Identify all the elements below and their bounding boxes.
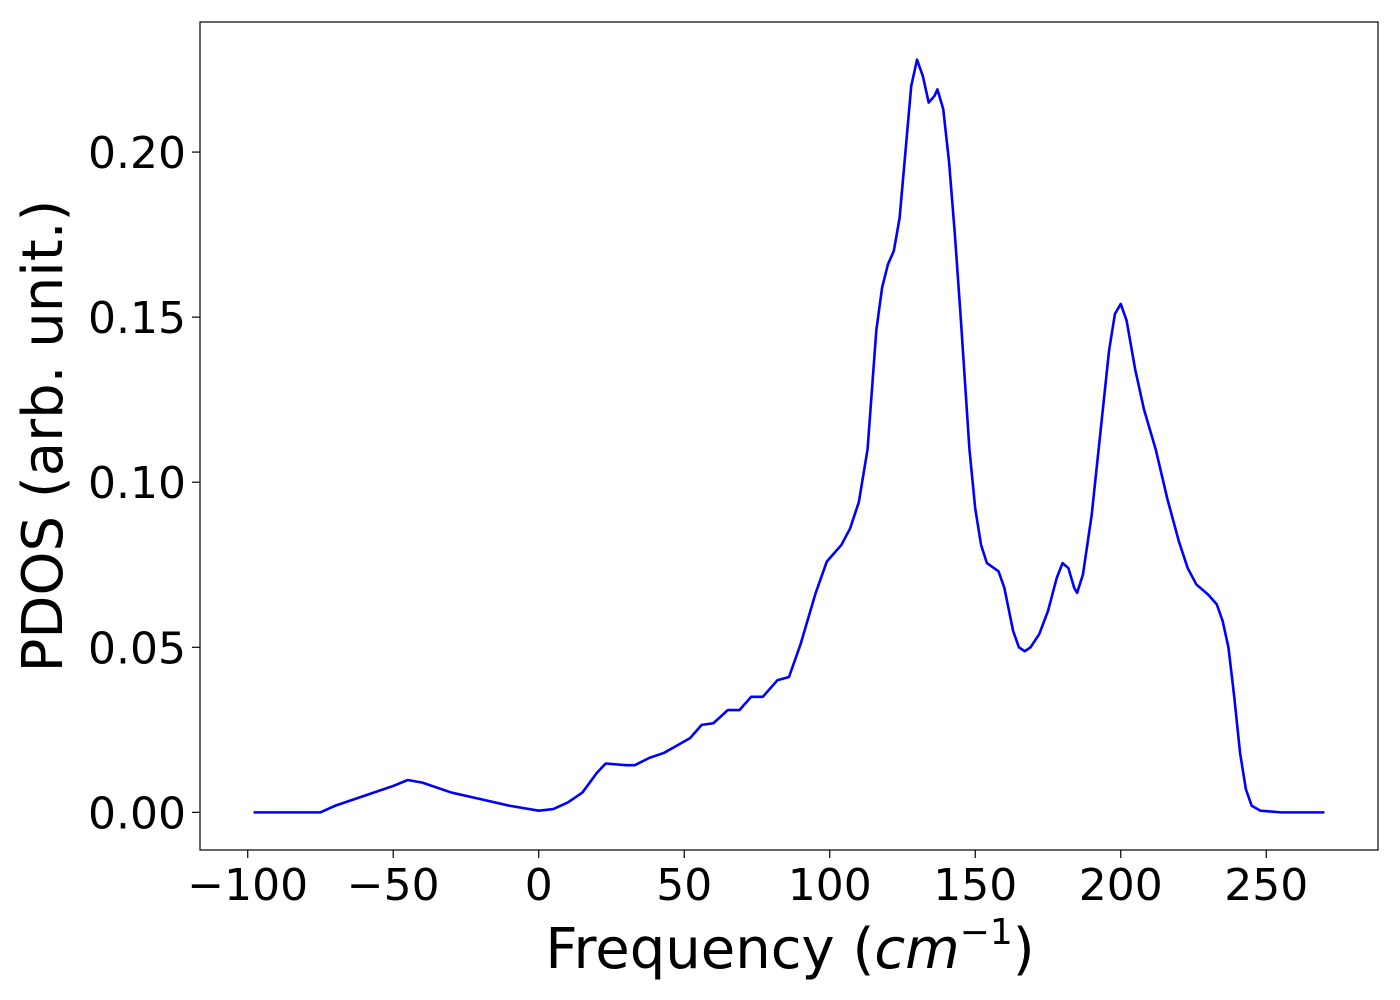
x-label-math: cm <box>874 917 959 982</box>
x-axis-label: Frequency (cm−1) <box>545 912 1034 982</box>
x-label-close: ) <box>1013 917 1035 982</box>
x-tick-label: 0 <box>525 860 553 911</box>
y-tick-label: 0.20 <box>88 128 186 179</box>
y-tick-label: 0.05 <box>88 623 186 674</box>
x-tick-label: 150 <box>933 860 1017 911</box>
x-tick-label: −50 <box>347 860 440 911</box>
x-label-text: Frequency ( <box>545 917 874 982</box>
y-tick-label: 0.10 <box>88 458 186 509</box>
x-label-sup: −1 <box>960 912 1013 953</box>
data-line <box>253 58 1325 814</box>
plot-frame <box>199 21 1379 851</box>
x-tick-label: 100 <box>788 860 872 911</box>
y-tick-label: 0.15 <box>88 293 186 344</box>
x-tick-label: 200 <box>1079 860 1163 911</box>
y-axis-label: PDOS (arb. unit.) <box>11 200 76 673</box>
x-tick-label: 50 <box>656 860 712 911</box>
x-tick-label: 250 <box>1224 860 1308 911</box>
x-tick-label: −100 <box>187 860 308 911</box>
y-tick-label: 0.00 <box>88 788 186 839</box>
